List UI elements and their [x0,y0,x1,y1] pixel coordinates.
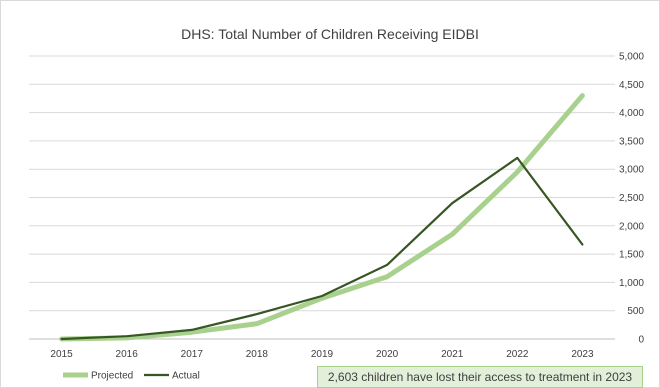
series-lines [59,93,585,342]
x-tick-label: 2023 [571,349,594,360]
x-tick-label: 2017 [181,349,204,360]
legend-label-actual: Actual [172,371,200,382]
x-tick-label: 2020 [376,349,399,360]
y-tick-label: 3,500 [619,136,644,147]
x-tick-label: 2021 [441,349,464,360]
y-tick-label: 500 [627,306,644,317]
x-tick-label: 2018 [246,349,269,360]
y-axis-tick-labels: 0 500 1,000 1,500 2,000 2,500 3,000 3,500 4,000 4… [619,52,644,346]
y-tick-label: 5,000 [619,52,644,63]
gridlines [29,55,615,340]
x-tick-label: 2019 [311,349,334,360]
y-tick-label: 2,500 [619,193,644,204]
y-tick-label: 4,000 [619,108,644,119]
x-tick-label: 2016 [116,349,139,360]
x-tick-label: 2015 [50,349,73,360]
annotation-callout: 2,603 children have lost their access to… [317,366,643,388]
y-tick-label: 0 [638,335,644,346]
y-tick-label: 1,000 [619,278,644,289]
y-tick-label: 4,500 [619,80,644,91]
chart-title: DHS: Total Number of Children Receiving … [181,26,479,42]
y-tick-label: 1,500 [619,250,644,261]
series-line-projected [59,93,585,342]
y-tick-label: 2,000 [619,221,644,232]
series-line-actual [60,156,584,341]
legend: Projected Actual [63,371,200,382]
y-tick-label: 3,000 [619,165,644,176]
x-tick-label: 2022 [506,349,529,360]
legend-label-projected: Projected [91,371,133,382]
x-axis-tick-labels: 2015 2016 2017 2018 2019 2020 2021 2022 2023 [50,349,594,360]
